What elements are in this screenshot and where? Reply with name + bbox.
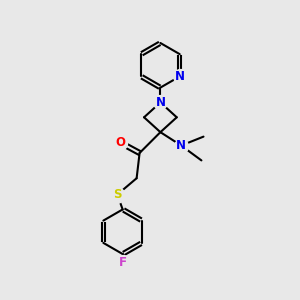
Text: N: N	[176, 139, 186, 152]
Text: N: N	[175, 70, 185, 83]
Text: S: S	[113, 188, 122, 201]
Text: N: N	[155, 96, 165, 109]
Text: O: O	[115, 136, 125, 149]
Text: F: F	[119, 256, 127, 269]
